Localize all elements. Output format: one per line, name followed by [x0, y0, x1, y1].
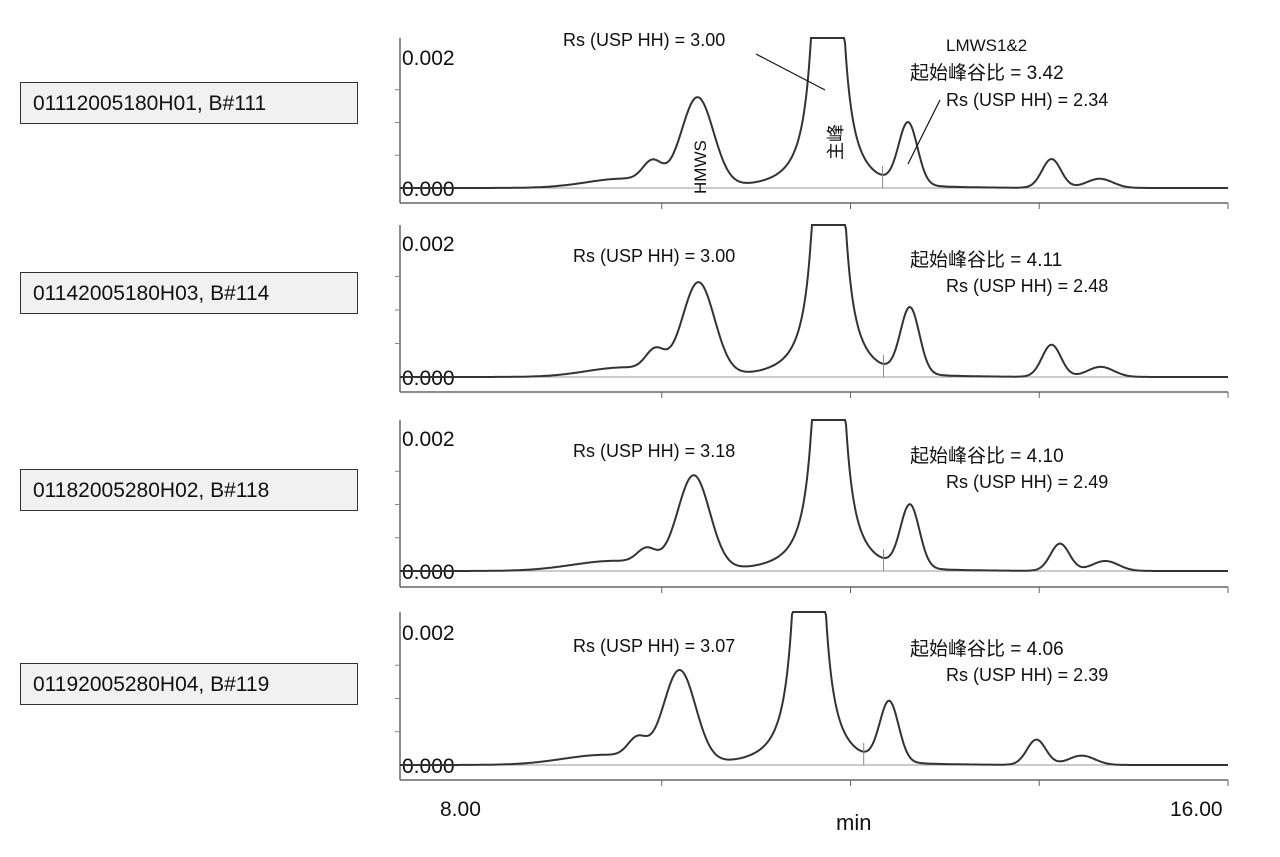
y-tick-label: 0.002 — [402, 622, 455, 645]
lmws-label: LMWS1&2 — [946, 36, 1027, 55]
y-tick-label: 0.000 — [402, 561, 455, 584]
x-tick-label-min: 8.00 — [440, 798, 481, 821]
pv-ratio-3: 起始峰谷比 = 4.10 — [910, 445, 1064, 467]
hmws-label: HMWS — [691, 140, 710, 194]
sample-label-2: 01142005180H03, B#114 — [20, 272, 358, 314]
rs-lmws-2: Rs (USP HH) = 2.48 — [946, 276, 1108, 296]
rs-hmws-3: Rs (USP HH) = 3.18 — [573, 441, 735, 461]
rs-hmws-1: Rs (USP HH) = 3.00 — [563, 30, 725, 50]
y-tick-label: 0.002 — [402, 428, 455, 451]
rs-hmws-2: Rs (USP HH) = 3.00 — [573, 246, 735, 266]
y-tick-label: 0.000 — [402, 178, 455, 201]
pv-ratio-2: 起始峰谷比 = 4.11 — [910, 249, 1062, 271]
sample-label-1: 01112005180H01, B#111 — [20, 82, 358, 124]
x-tick-label-max: 16.00 — [1170, 798, 1223, 821]
y-tick-label: 0.000 — [402, 367, 455, 390]
sample-label-4: 01192005280H04, B#119 — [20, 663, 358, 705]
chromatogram-trace — [400, 611, 1228, 766]
rs-lmws-1: Rs (USP HH) = 2.34 — [946, 90, 1108, 110]
y-tick-label: 0.000 — [402, 755, 455, 778]
rs-hmws-4: Rs (USP HH) = 3.07 — [573, 636, 735, 656]
chromatogram-trace — [400, 224, 1228, 378]
chromatogram-trace — [400, 419, 1228, 572]
y-tick-label: 0.002 — [402, 233, 455, 256]
pv-ratio-1: 起始峰谷比 = 3.42 — [910, 62, 1064, 84]
main-peak-label: 主峰 — [826, 124, 846, 160]
sample-label-3: 01182005280H02, B#118 — [20, 469, 358, 511]
rs-lmws-3: Rs (USP HH) = 2.49 — [946, 472, 1108, 492]
rs-lmws-4: Rs (USP HH) = 2.39 — [946, 665, 1108, 685]
chromatogram-trace — [400, 37, 1228, 189]
pv-ratio-4: 起始峰谷比 = 4.06 — [910, 638, 1064, 660]
y-tick-label: 0.002 — [402, 47, 455, 70]
x-axis-label: min — [836, 810, 871, 835]
annotation-leader — [755, 53, 826, 91]
annotation-leader — [907, 99, 941, 165]
